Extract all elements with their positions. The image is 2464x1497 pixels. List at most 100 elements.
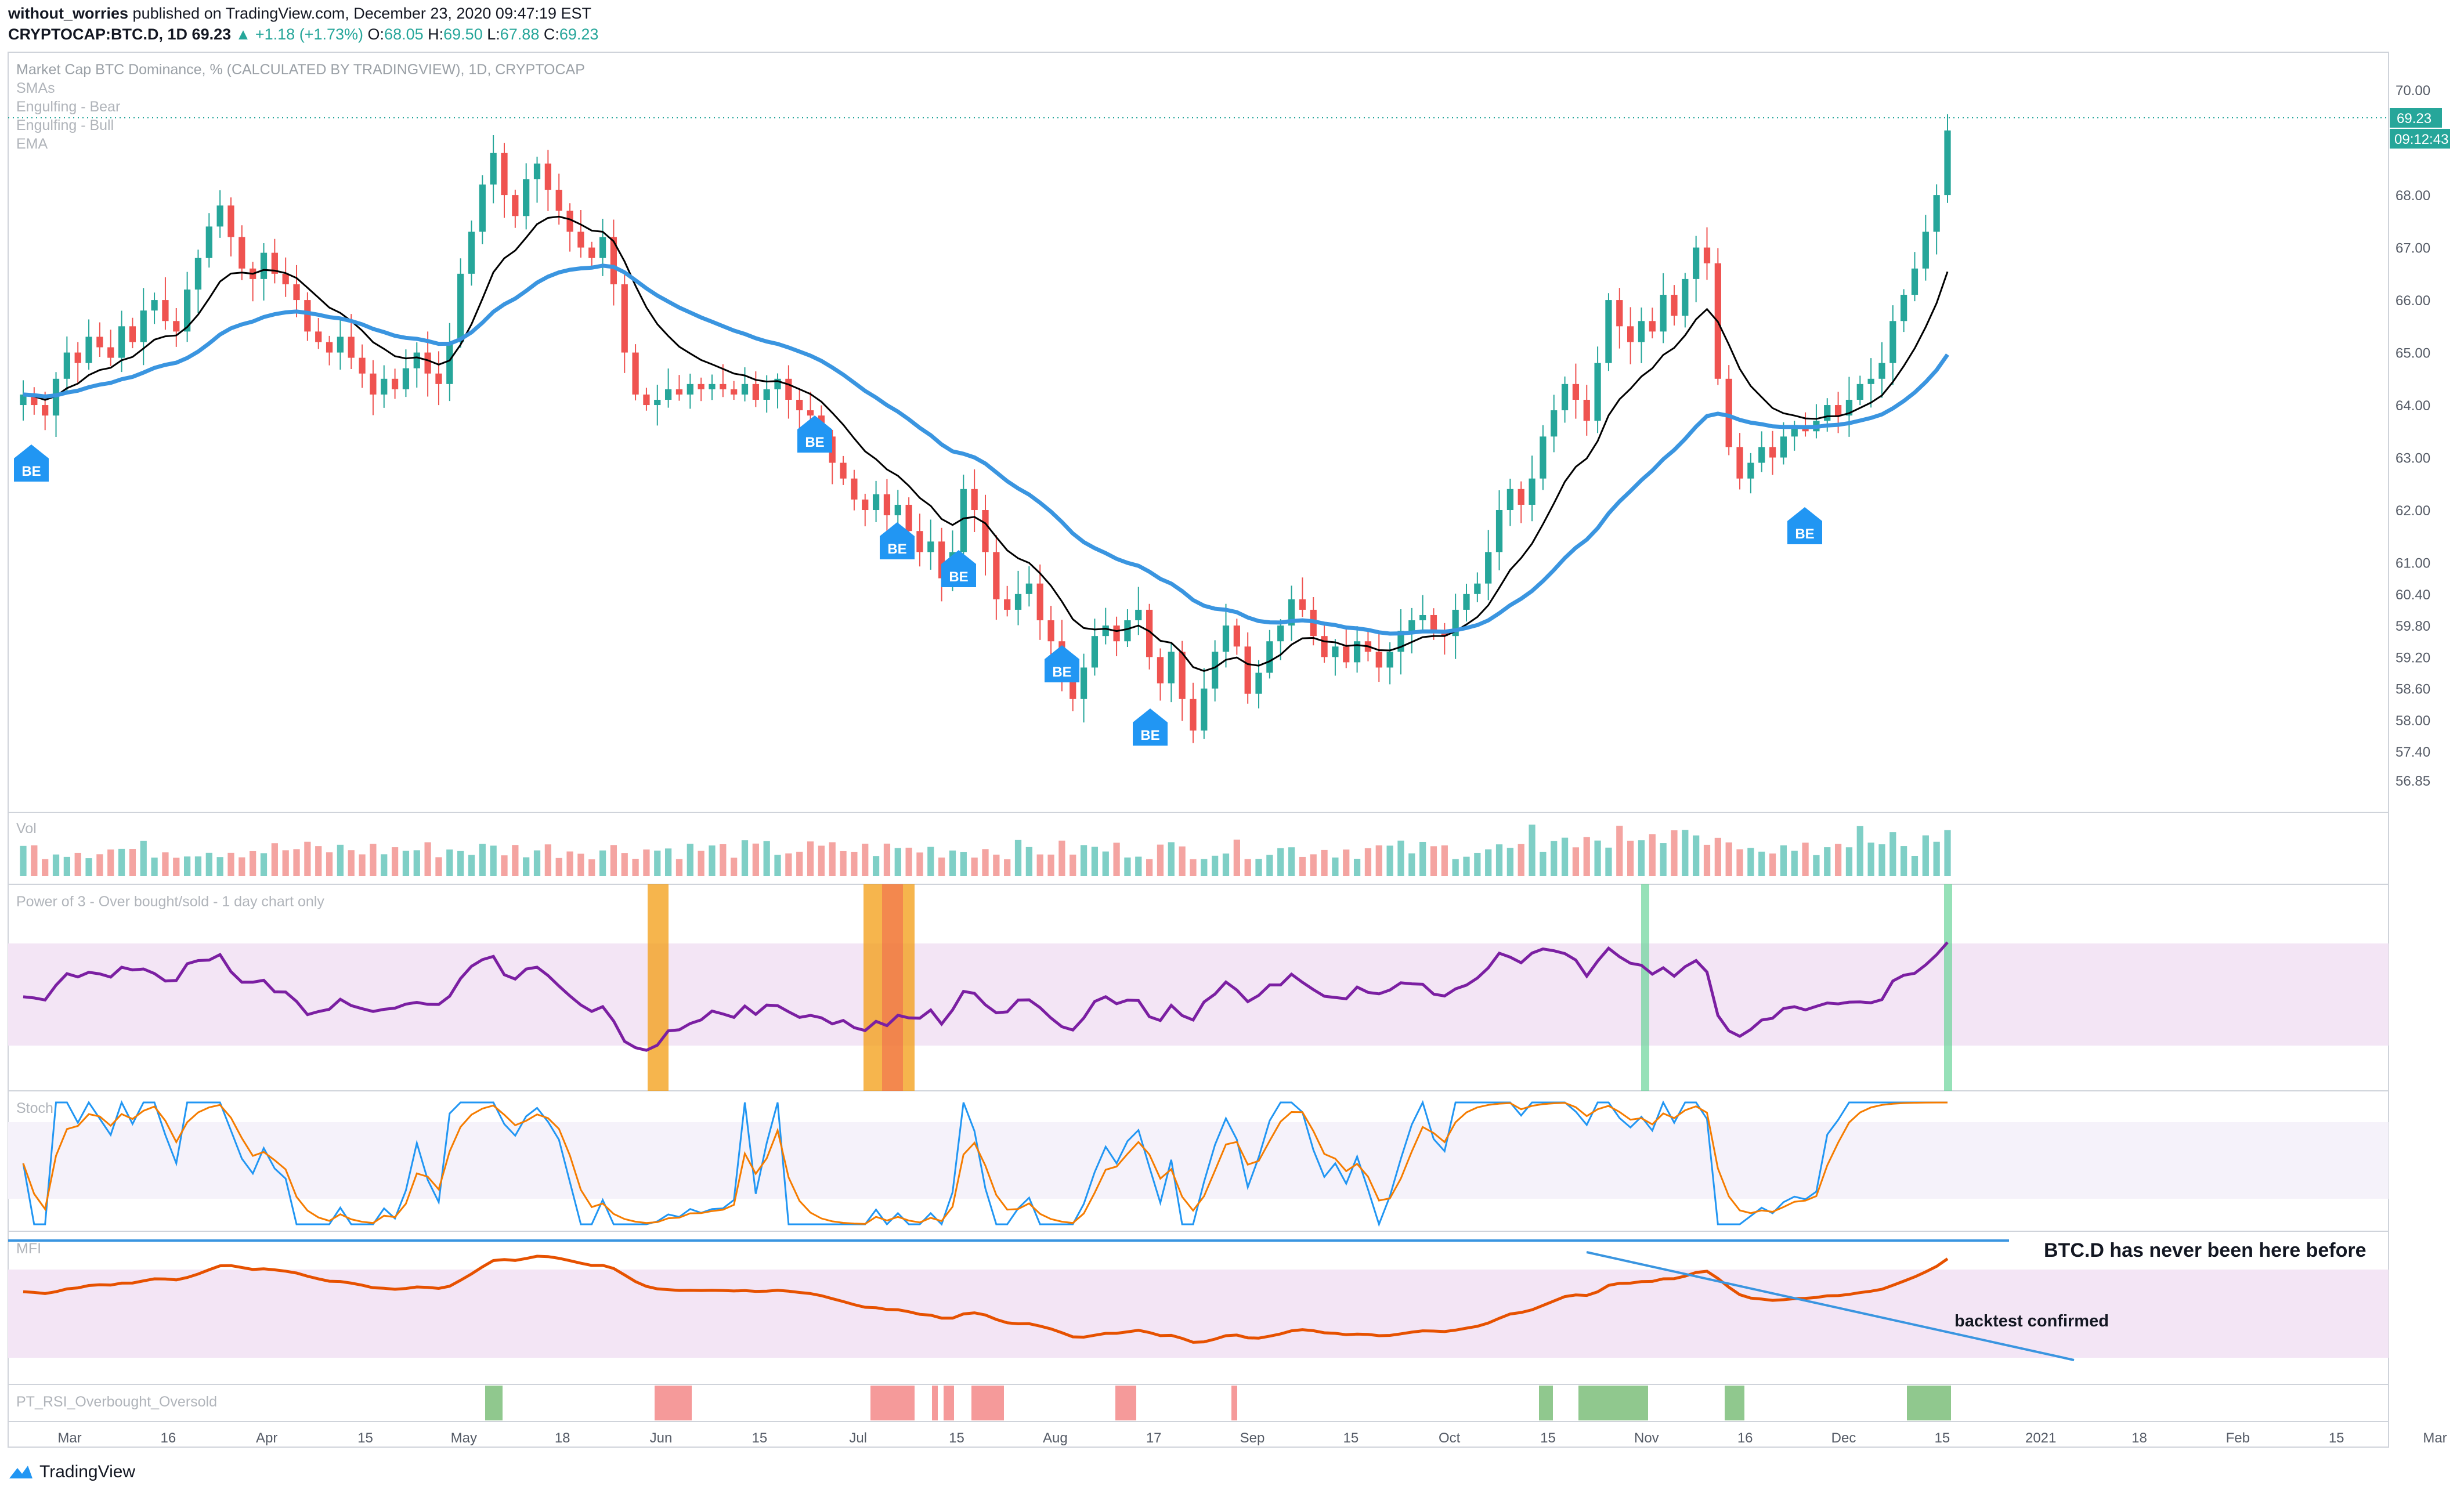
candle [1725, 378, 1732, 447]
candle [927, 541, 934, 552]
candle [1179, 652, 1186, 699]
time-axis[interactable]: Mar 16 Apr 15 May 18 Jun 15 Jul 15 Aug 17 Sep 15 Oct 15… [57, 1430, 2447, 1446]
candle [490, 153, 497, 185]
volume-bar [1714, 837, 1721, 876]
volume-bar [1594, 840, 1601, 876]
candle [140, 310, 147, 342]
volume-bar [1616, 826, 1623, 876]
volume-bar [1627, 840, 1634, 876]
be-marker[interactable] [1133, 708, 1168, 746]
candle [1190, 699, 1197, 731]
candle [1375, 652, 1382, 668]
x-tick-label: 18 [555, 1430, 570, 1446]
legend-title: Market Cap BTC Dominance, % (CALCULATED … [16, 62, 585, 78]
volume-bar [1255, 859, 1262, 876]
volume-bar [523, 857, 530, 876]
y-tick-label: 62.00 [2396, 503, 2430, 519]
pane-label-stoch: Stoch [16, 1100, 53, 1116]
candle [239, 237, 245, 269]
candle [1703, 247, 1711, 263]
volume-bar [326, 852, 333, 876]
volume-bar [260, 853, 268, 876]
tradingview-footer[interactable]: TradingView [8, 1462, 135, 1482]
volume-bar [1725, 842, 1732, 876]
volume-bar [1485, 849, 1492, 876]
be-label: BE [805, 435, 824, 450]
candles [20, 114, 1951, 743]
candle [1277, 625, 1284, 642]
volume-bar [1901, 846, 1907, 876]
candle [829, 436, 836, 463]
overbought-highlight [1641, 884, 1649, 1091]
x-tick-label: Mar [2423, 1430, 2447, 1446]
candle [785, 378, 792, 400]
candle [1353, 641, 1361, 663]
stoch-k-line [22, 1100, 1948, 1227]
candle [1255, 672, 1262, 694]
price-axis[interactable]: 70.00 68.00 67.00 66.00 65.00 64.00 63.00 62.00… [2396, 83, 2430, 789]
candle [1386, 652, 1393, 668]
be-marker[interactable] [880, 522, 915, 559]
candle [1266, 641, 1273, 673]
chart-frame [8, 52, 2389, 1448]
candle [1791, 426, 1798, 437]
volume-bar [1747, 848, 1754, 876]
volume-bar [293, 849, 300, 876]
candle [1627, 326, 1634, 342]
be-marker[interactable] [14, 444, 49, 482]
author-name[interactable]: without_worries [8, 5, 129, 22]
be-marker[interactable] [941, 550, 976, 587]
candle [1889, 321, 1896, 363]
candle [1452, 609, 1459, 637]
volume-bar [1649, 834, 1656, 876]
candle [391, 378, 399, 389]
volume-bar [1321, 849, 1328, 876]
volume-bar [664, 848, 672, 876]
volume-bar [971, 857, 978, 876]
candle [85, 337, 92, 363]
volume-bar [720, 844, 727, 876]
legend-bear: Engulfing - Bear [16, 99, 120, 115]
x-tick-label: 15 [2329, 1430, 2344, 1446]
candle [1736, 447, 1743, 479]
be-marker[interactable] [1045, 645, 1079, 682]
volume-bar [774, 855, 781, 876]
candle [348, 337, 355, 358]
x-tick-label: 16 [160, 1430, 176, 1446]
open-label: O: [367, 26, 385, 43]
volume-bar [479, 844, 486, 876]
high-value: 69.50 [443, 26, 483, 43]
candle [709, 384, 716, 389]
volume-bar [1070, 854, 1076, 876]
volume-bar [468, 855, 475, 876]
volume-bar [1933, 841, 1940, 876]
volume-bar [993, 854, 1000, 876]
candle [1288, 599, 1295, 626]
be-marker[interactable] [797, 415, 832, 453]
be-marker[interactable] [1787, 507, 1822, 544]
candle [883, 494, 891, 516]
volume-bar [1638, 840, 1645, 876]
candle [1561, 384, 1569, 411]
volume-bar [1146, 859, 1153, 876]
volume-bar [162, 852, 169, 876]
volume-bar [1113, 842, 1120, 876]
candle [720, 384, 727, 389]
volume-bar [1102, 851, 1109, 876]
candle [1201, 688, 1208, 731]
volume-bar [1671, 830, 1678, 876]
y-tick-label: 58.60 [2396, 682, 2430, 697]
candle [1660, 295, 1667, 332]
volume-bar [457, 851, 464, 876]
volume-bar [20, 845, 27, 876]
candle [687, 384, 693, 395]
price-badge-text: 69.23 [2397, 111, 2432, 126]
candle [643, 394, 650, 406]
volume-bar [1441, 845, 1448, 876]
candle [1583, 399, 1590, 421]
candle [1605, 300, 1612, 363]
mfi-trendline[interactable] [1586, 1251, 2075, 1361]
candle [413, 352, 420, 368]
x-tick-label: Dec [1831, 1430, 1856, 1446]
